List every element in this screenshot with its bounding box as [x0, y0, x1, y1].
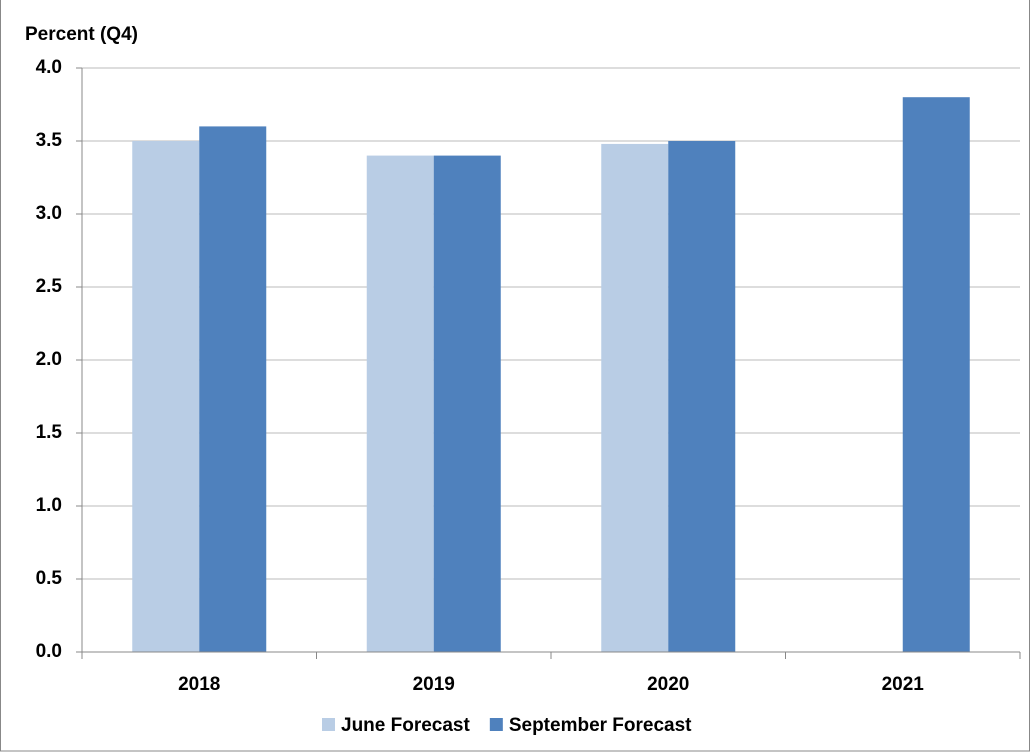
- legend-label: September Forecast: [509, 715, 692, 736]
- x-tick-label: 2020: [647, 674, 689, 695]
- legend-label: June Forecast: [341, 715, 470, 736]
- x-tick-label: 2018: [178, 674, 220, 695]
- y-axis-label: Percent (Q4): [25, 24, 138, 45]
- y-tick-label: 3.0: [36, 203, 62, 224]
- y-tick-label: 1.5: [36, 422, 63, 443]
- bar: [433, 155, 501, 652]
- y-tick-label: 4.0: [36, 57, 62, 78]
- bar: [902, 97, 970, 652]
- bar: [132, 141, 200, 652]
- bar: [601, 143, 669, 653]
- x-tick-label: 2019: [413, 674, 455, 695]
- bar: [668, 141, 736, 652]
- y-tick-label: 0.5: [36, 568, 63, 589]
- legend-swatch: [489, 718, 503, 731]
- x-tick-label: 2021: [882, 674, 925, 695]
- legend-swatch: [322, 718, 335, 731]
- bar: [366, 155, 434, 652]
- y-tick-label: 0.0: [36, 641, 62, 662]
- y-tick-label: 2.0: [36, 349, 62, 370]
- y-tick-label: 2.5: [36, 276, 63, 297]
- y-tick-label: 3.5: [36, 130, 63, 151]
- y-tick-label: 1.0: [36, 495, 62, 516]
- bar: [199, 126, 267, 652]
